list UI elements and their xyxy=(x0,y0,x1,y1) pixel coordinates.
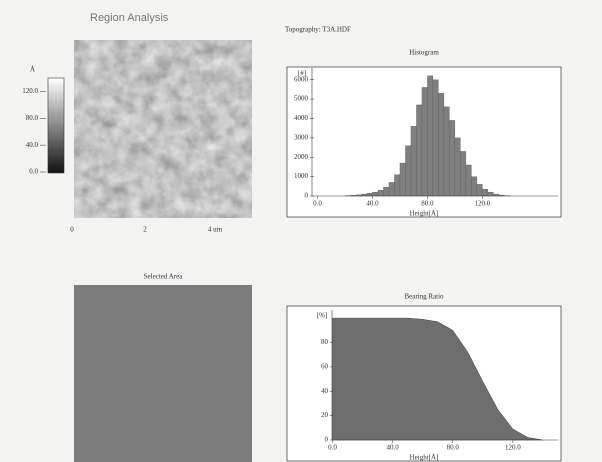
y-tick-label: 5000 xyxy=(294,95,309,103)
y-tick-label: 60 xyxy=(321,362,329,370)
bar xyxy=(476,184,483,197)
bar xyxy=(449,120,456,197)
y-axis-label: [%] xyxy=(317,312,328,320)
bar xyxy=(460,151,467,197)
colorbar xyxy=(47,77,65,174)
image-x-label: 0 xyxy=(70,226,74,234)
image-x-label: 2 xyxy=(143,226,147,234)
bar xyxy=(410,126,417,197)
selected-area-title: Selected Area xyxy=(144,273,184,281)
bar xyxy=(443,106,450,197)
y-tick-label: 20 xyxy=(321,411,329,419)
topography-image xyxy=(74,40,252,218)
colorbar-tick-label: 40.0 xyxy=(26,141,39,149)
y-tick-label: 4000 xyxy=(294,114,309,122)
x-tick-label: 80.0 xyxy=(447,444,460,452)
subtitle: Topography: T3A.HDF xyxy=(285,26,351,34)
area xyxy=(332,317,544,441)
bar xyxy=(421,87,428,197)
bar xyxy=(372,191,379,197)
bar xyxy=(438,93,445,197)
y-tick-label: 40 xyxy=(321,387,329,395)
bar xyxy=(482,189,489,197)
bar xyxy=(487,191,494,197)
x-tick-label: 120.0 xyxy=(475,200,491,208)
x-tick-label: 120.0 xyxy=(505,444,521,452)
bar xyxy=(432,79,439,197)
colorbar-tick-label: 120.0 xyxy=(22,87,38,95)
y-tick-label: 0 xyxy=(305,192,309,200)
bar xyxy=(471,176,478,197)
chart-title: Histogram xyxy=(409,49,439,57)
y-tick-label: 1000 xyxy=(294,172,309,180)
colorbar-unit: Å xyxy=(30,66,35,74)
bar xyxy=(388,182,395,197)
y-tick-label: 2000 xyxy=(294,153,309,161)
x-tick-label: 80.0 xyxy=(421,200,434,208)
chart-title: Bearing Ratio xyxy=(404,293,444,301)
x-tick-label: 0.0 xyxy=(328,444,337,452)
x-tick-label: 0.0 xyxy=(313,200,322,208)
colorbar-tick-label: 0.0 xyxy=(29,168,38,176)
y-axis-label: [#] xyxy=(298,70,306,78)
bar xyxy=(383,187,390,197)
bar xyxy=(399,162,406,197)
bar xyxy=(454,137,461,197)
x-axis-label: Height[Å] xyxy=(410,210,439,218)
x-axis-label: Height[Å] xyxy=(410,454,439,462)
bar xyxy=(394,174,401,197)
y-tick-label: 0 xyxy=(325,436,329,444)
bar xyxy=(405,145,412,197)
colorbar-tick-label: 80.0 xyxy=(26,114,39,122)
x-tick-label: 40.0 xyxy=(366,200,379,208)
bar xyxy=(366,192,373,197)
bar xyxy=(427,75,434,197)
image-x-label: 4 um xyxy=(208,226,223,234)
y-tick-label: 3000 xyxy=(294,133,309,141)
bar xyxy=(465,164,472,197)
selected-area-image xyxy=(74,285,252,462)
y-tick-label: 6000 xyxy=(294,75,309,83)
title: Region Analysis xyxy=(90,12,169,24)
y-tick-label: 80 xyxy=(321,338,329,346)
bar xyxy=(377,190,384,197)
bar xyxy=(416,104,423,197)
x-tick-label: 40.0 xyxy=(387,444,400,452)
